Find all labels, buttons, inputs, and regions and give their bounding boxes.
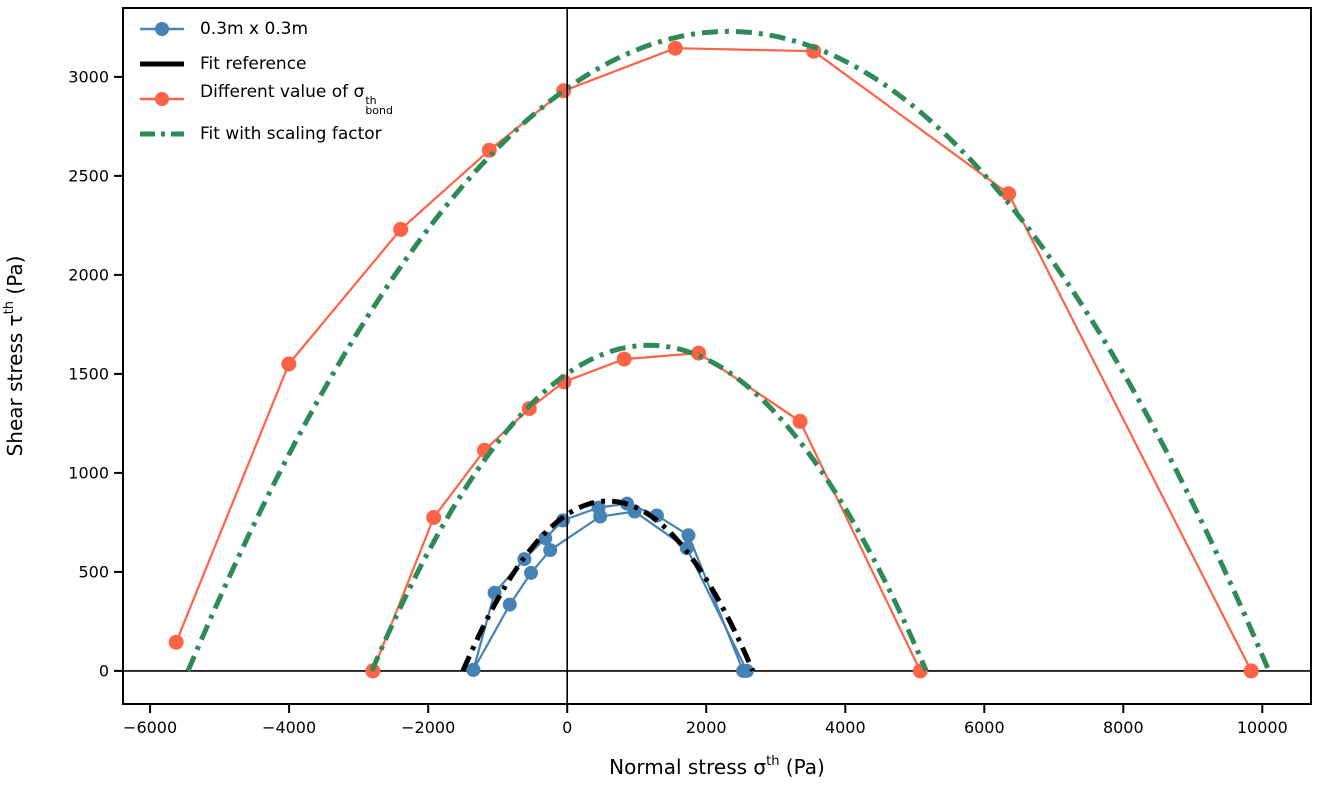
legend-item-fit-scaling: Fit with scaling factor (138, 121, 393, 147)
svg-text:2000: 2000 (68, 265, 109, 284)
legend: 0.3m x 0.3m Fit reference Different value … (138, 16, 393, 147)
legend-label-sigma-bond: Different value of σ th bond (200, 82, 393, 117)
svg-text:10000: 10000 (1237, 718, 1288, 737)
x-axis-ticks: −6000 −4000 −2000 0 2000 4000 6000 8000 10000 (123, 704, 1288, 737)
y-axis-label: Shear stress τth (Pa) (2, 256, 27, 457)
fit-scaling-curve-1 (369, 342, 929, 672)
legend-fit-reference-handle-icon (140, 61, 184, 67)
svg-text:3000: 3000 (68, 67, 109, 86)
legend-size-0-3m-handle-icon (140, 22, 184, 36)
legend-sigma-bond-handle-icon (140, 92, 184, 106)
svg-text:−4000: −4000 (262, 718, 316, 737)
svg-text:2000: 2000 (686, 718, 727, 737)
fit-scaling-curve-2 (185, 28, 1272, 672)
legend-item-size-0-3m: 0.3m x 0.3m (138, 16, 393, 42)
svg-text:−6000: −6000 (123, 718, 177, 737)
svg-text:500: 500 (78, 562, 109, 581)
svg-text:8000: 8000 (1103, 718, 1144, 737)
legend-label-fit-scaling: Fit with scaling factor (200, 124, 382, 144)
svg-text:0: 0 (562, 718, 572, 737)
legend-label-fit-reference: Fit reference (200, 54, 307, 74)
y-axis-ticks: 0 500 1000 1500 2000 2500 3000 (68, 67, 123, 680)
svg-text:0: 0 (99, 661, 109, 680)
fit-reference-curve (460, 498, 756, 672)
legend-label-size-0-3m: 0.3m x 0.3m (200, 19, 309, 39)
svg-text:6000: 6000 (964, 718, 1005, 737)
svg-text:4000: 4000 (825, 718, 866, 737)
svg-text:−2000: −2000 (401, 718, 455, 737)
x-axis-label: Normal stress σth (Pa) (609, 754, 825, 779)
legend-item-sigma-bond: Different value of σ th bond (138, 82, 393, 116)
legend-item-fit-reference: Fit reference (138, 51, 393, 77)
svg-text:1000: 1000 (68, 463, 109, 482)
svg-text:2500: 2500 (68, 166, 109, 185)
axes-frame (122, 7, 1312, 705)
series-0-3m (466, 496, 754, 678)
svg-text:1500: 1500 (68, 364, 109, 383)
legend-fit-scaling-handle-icon (140, 131, 184, 137)
